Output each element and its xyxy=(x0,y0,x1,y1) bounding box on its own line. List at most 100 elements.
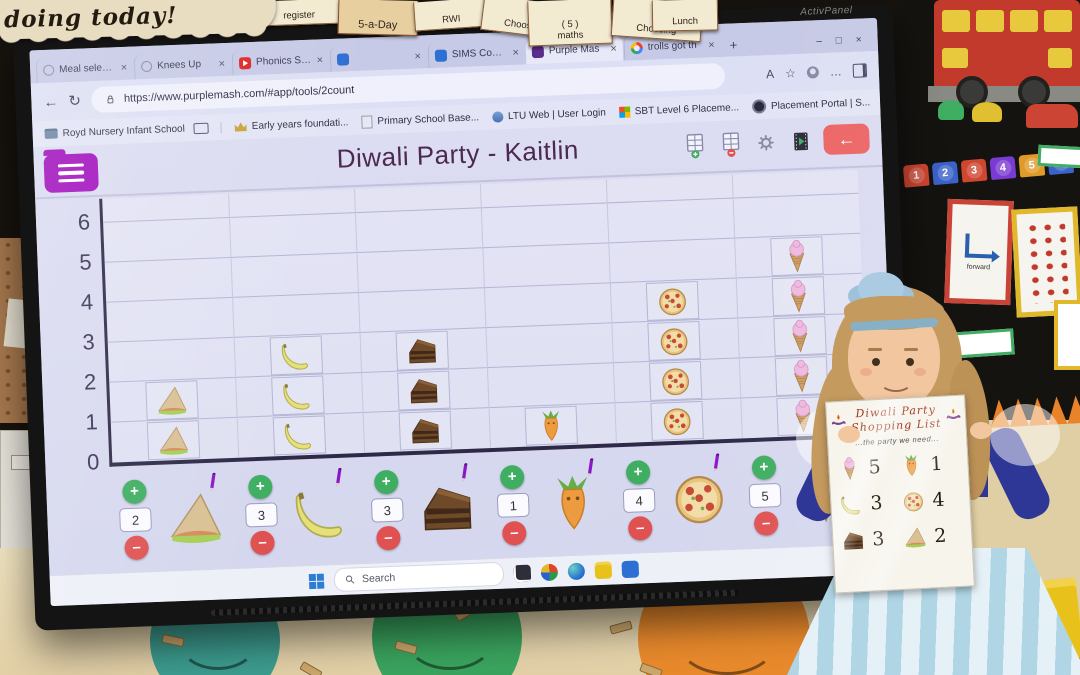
back-button[interactable]: ← xyxy=(43,92,59,111)
menu-button[interactable] xyxy=(43,152,99,193)
display-label xyxy=(1037,144,1080,169)
increment-button[interactable]: + xyxy=(122,479,147,505)
tab-title: Purple Mas xyxy=(548,43,600,57)
bookmark-item[interactable]: Placement Portal | S... xyxy=(751,95,871,114)
cake-icon xyxy=(841,527,866,552)
folder-icon xyxy=(44,128,58,139)
taskbar-search[interactable]: Search xyxy=(333,561,505,593)
column-separator xyxy=(605,179,617,444)
decrement-button[interactable]: – xyxy=(627,515,653,541)
tab-close-icon[interactable]: × xyxy=(218,57,226,70)
settings-gear-icon[interactable] xyxy=(753,129,779,155)
browser-tab[interactable]: × xyxy=(329,43,428,72)
blue-favicon-icon xyxy=(336,52,350,66)
app-icon-blue[interactable] xyxy=(621,559,640,578)
chart-cell-cake xyxy=(397,370,451,411)
profile-icon[interactable] xyxy=(806,66,820,79)
bookmark-item[interactable]: SBT Level 6 Placeme... xyxy=(618,102,739,118)
browser-tab[interactable]: Purple Mas × xyxy=(525,35,624,65)
bookmark-label: Primary School Base... xyxy=(377,111,480,127)
bookmark-item[interactable]: Primary School Base... xyxy=(361,111,479,129)
column-separator xyxy=(228,193,240,458)
pizza-icon xyxy=(658,363,693,398)
increment-button[interactable]: + xyxy=(751,455,777,481)
file-explorer-icon[interactable] xyxy=(594,561,613,579)
video-help-icon[interactable] xyxy=(787,127,815,155)
minimize-button[interactable]: – xyxy=(816,36,823,48)
maximize-button[interactable]: □ xyxy=(835,35,843,47)
banana-icon xyxy=(280,378,315,413)
sandwich-icon xyxy=(156,423,191,458)
remove-column-icon[interactable] xyxy=(717,130,745,158)
browser-tab[interactable]: trolls got th × xyxy=(623,31,722,61)
start-button[interactable] xyxy=(308,573,325,589)
tab-close-icon[interactable]: × xyxy=(708,38,715,51)
tab-close-icon[interactable]: × xyxy=(316,53,324,66)
increment-button[interactable]: + xyxy=(373,469,399,495)
decrement-button[interactable]: – xyxy=(124,535,150,561)
bookmark-item[interactable]: LTU Web | User Login xyxy=(491,107,606,123)
browser-tab[interactable]: SIMS Conne × xyxy=(427,39,526,69)
tab-title: SIMS Conne xyxy=(451,47,508,61)
train-car: 3 xyxy=(960,158,988,183)
decrement-button[interactable]: – xyxy=(375,525,401,551)
chart-cell-banana xyxy=(271,375,325,416)
paper-car-red xyxy=(1026,104,1078,128)
browser-tab[interactable]: Knees Up × xyxy=(133,50,232,80)
tab-close-icon[interactable]: × xyxy=(414,49,422,63)
increment-button[interactable]: + xyxy=(499,464,525,490)
bus-window xyxy=(942,10,970,32)
browser-tab[interactable]: Phonics Son × xyxy=(231,47,330,76)
url-text: https://www.purplemash.com/#app/tools/2c… xyxy=(123,84,355,105)
add-column-icon[interactable] xyxy=(681,131,709,159)
carrot-icon xyxy=(534,408,569,443)
count-value: 5 xyxy=(748,482,782,509)
column-separator xyxy=(731,174,743,439)
cake-icon xyxy=(408,413,443,448)
chart-cell-pizza xyxy=(647,320,701,361)
eyebrow xyxy=(868,348,882,351)
bookmark-label: Early years foundati... xyxy=(251,116,349,132)
google-favicon-icon xyxy=(630,41,644,54)
increment-button[interactable]: + xyxy=(625,459,651,485)
decrement-button[interactable]: – xyxy=(250,530,275,556)
train-car: 2 xyxy=(931,161,959,186)
pizza-icon xyxy=(660,403,695,438)
column-separator xyxy=(479,184,492,449)
counter-stack: +2– xyxy=(118,479,153,561)
browser-tab[interactable]: Meal selectio × xyxy=(35,54,134,84)
bookmark-item[interactable]: Early years foundati... xyxy=(235,117,349,132)
task-view-icon[interactable] xyxy=(513,564,532,582)
decrement-button[interactable]: – xyxy=(501,520,527,546)
y-axis-tick: 2 xyxy=(83,369,97,395)
refresh-button[interactable]: ↻ xyxy=(68,92,82,111)
favourites-star-icon[interactable]: ☆ xyxy=(784,66,797,81)
new-tab-button[interactable]: + xyxy=(729,37,738,53)
list-count: 5 xyxy=(867,455,882,479)
banana-category-icon xyxy=(290,481,352,543)
crown-icon xyxy=(235,121,247,131)
edge-browser-icon[interactable] xyxy=(567,562,586,580)
more-icon[interactable]: … xyxy=(829,64,843,79)
bus-window xyxy=(942,48,968,68)
banana-icon xyxy=(839,491,864,516)
tab-close-icon[interactable]: × xyxy=(120,61,128,74)
exit-back-button[interactable]: ← xyxy=(822,123,871,156)
close-button[interactable]: × xyxy=(855,34,862,46)
decrement-button[interactable]: – xyxy=(753,511,779,537)
count-value: 3 xyxy=(370,497,404,523)
cheek xyxy=(914,368,926,376)
bookmark-item[interactable]: Royd Nursery Infant School xyxy=(44,121,223,140)
increment-button[interactable]: + xyxy=(247,474,273,500)
chart-cell-cake xyxy=(395,330,449,371)
chart-cell-icecream xyxy=(770,236,824,277)
sidebar-icon[interactable] xyxy=(852,63,868,78)
tab-close-icon[interactable]: × xyxy=(610,42,618,55)
bus-window xyxy=(1010,10,1038,32)
cake-category-icon xyxy=(416,477,478,539)
office-app-icon[interactable] xyxy=(540,563,559,581)
tab-close-icon[interactable]: × xyxy=(512,46,520,59)
read-aloud-icon[interactable]: A xyxy=(765,66,775,82)
bus-window xyxy=(976,10,1004,32)
paper-titles: Diwali Party Shopping List xyxy=(850,403,942,435)
